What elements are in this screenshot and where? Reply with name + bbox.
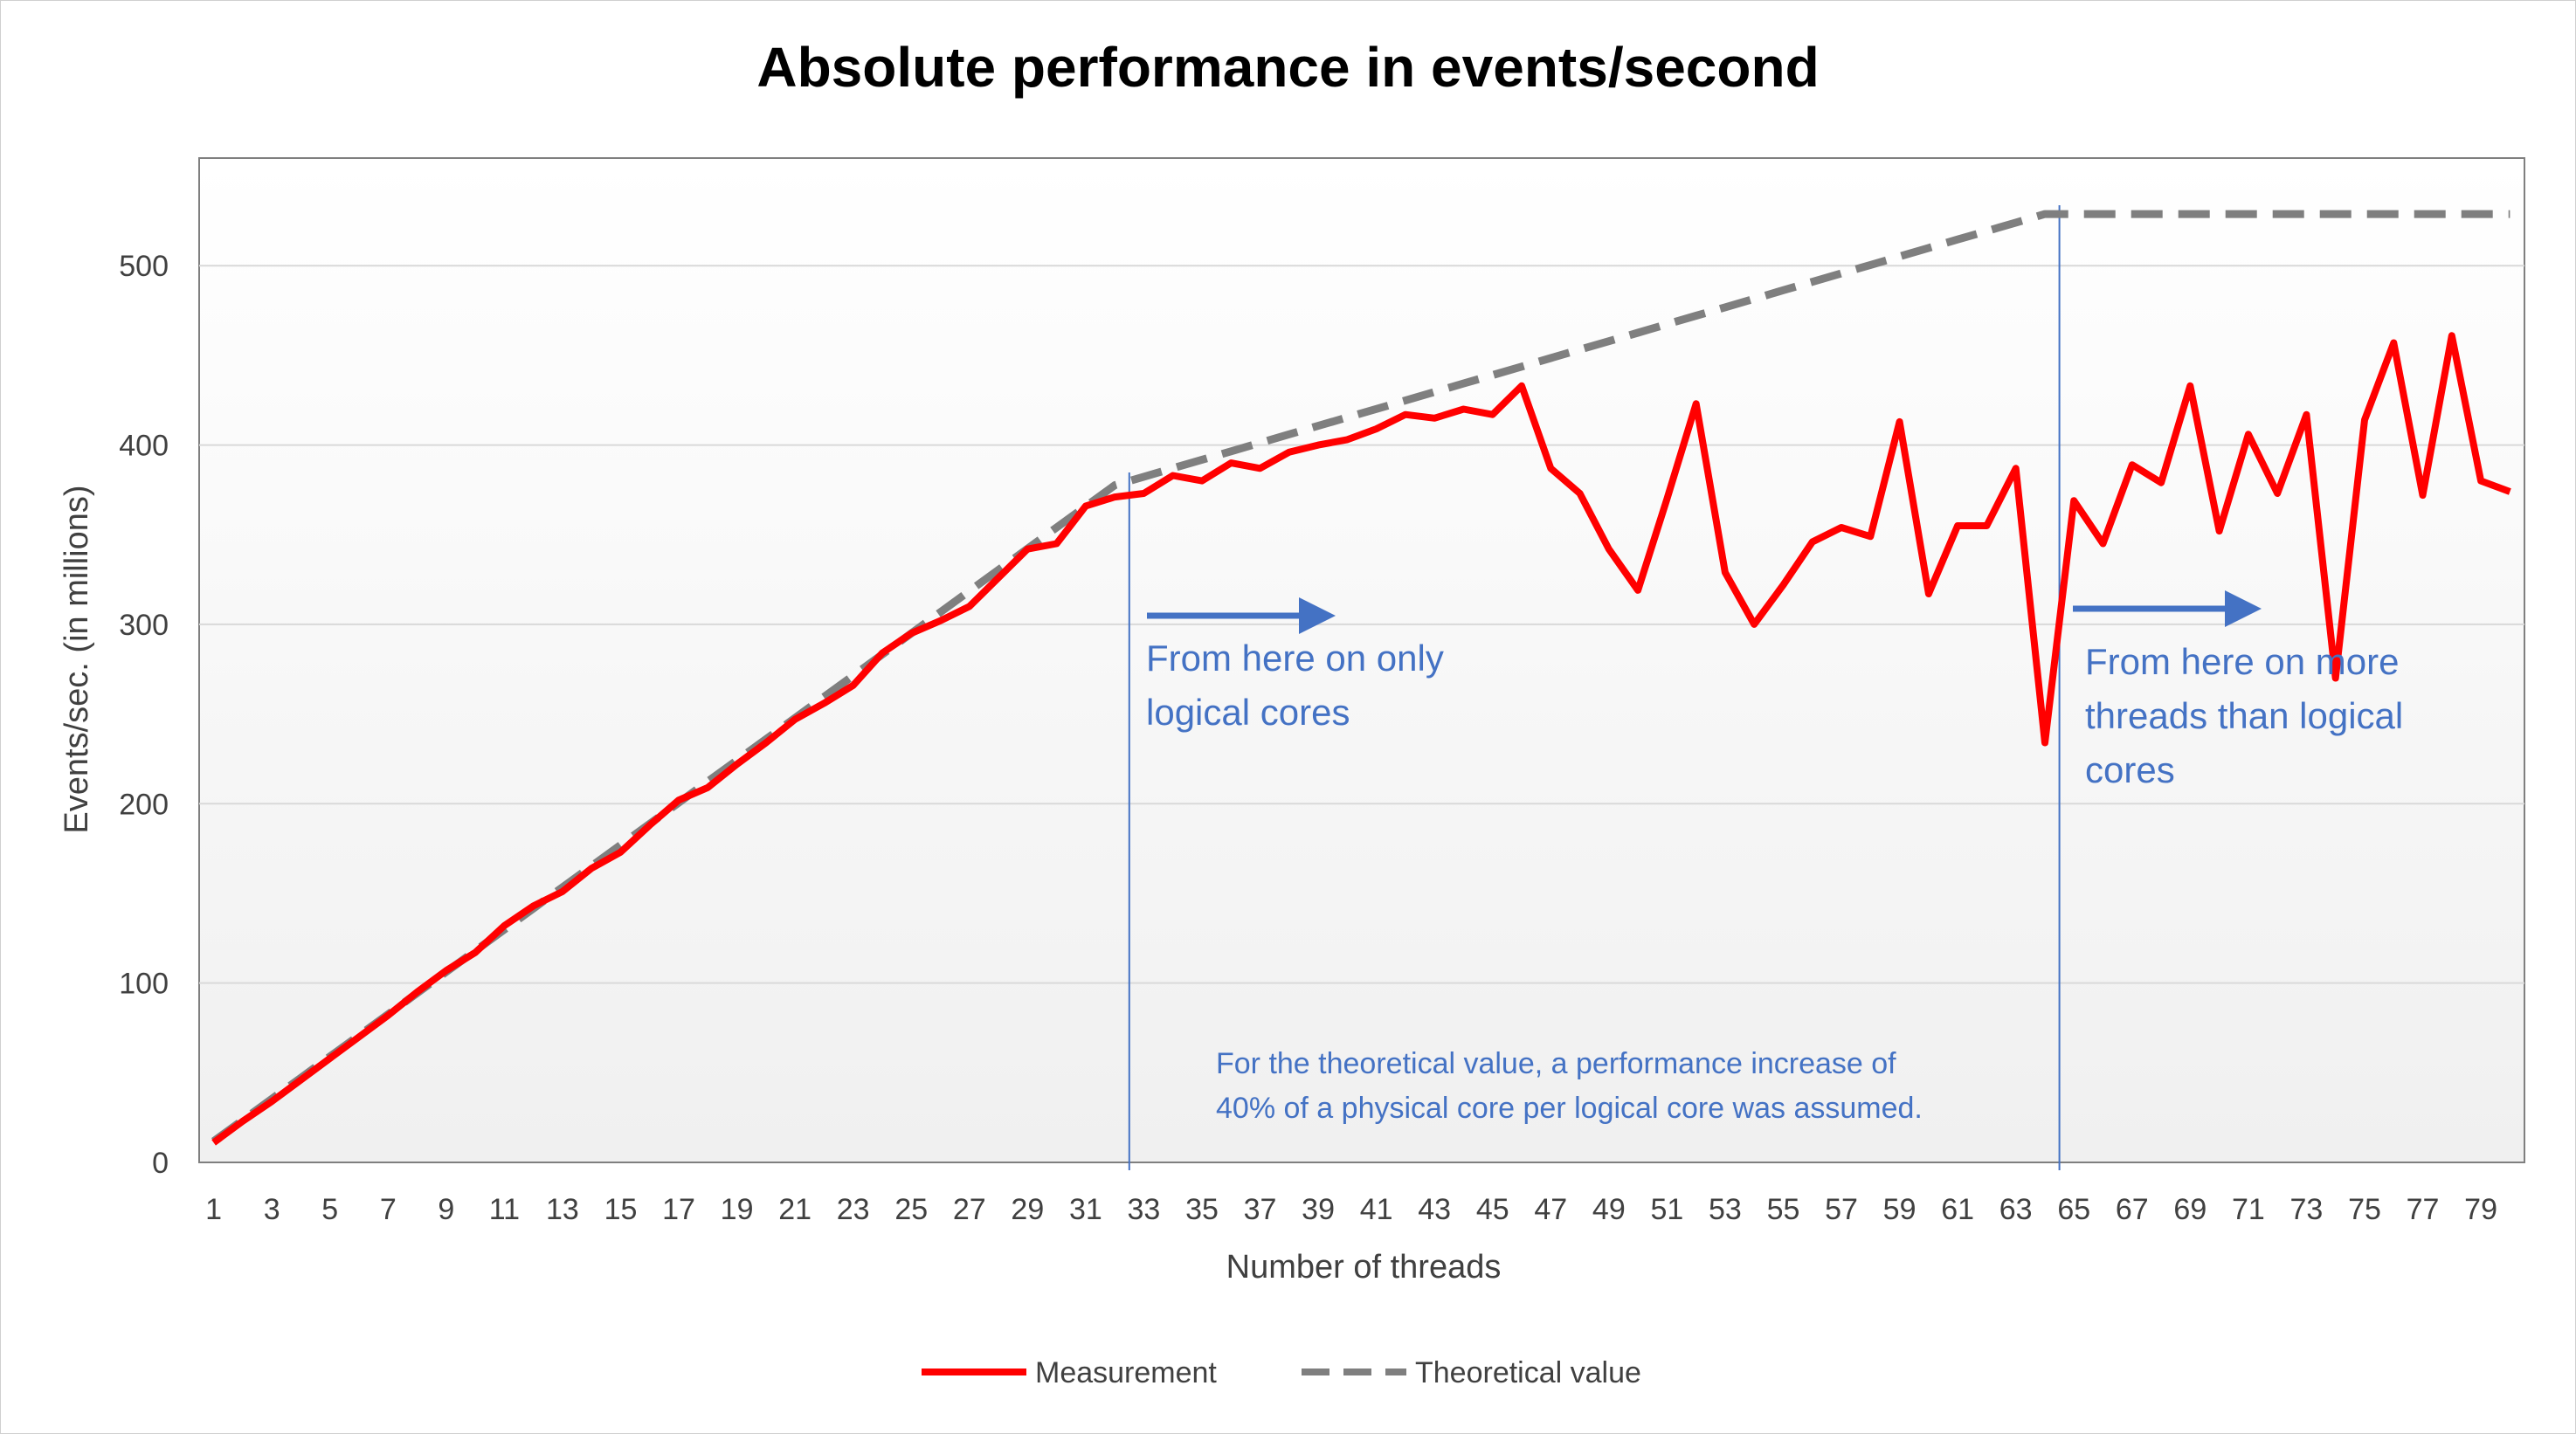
y-axis-label: Events/sec. (in millions) xyxy=(59,485,95,833)
x-tick-59: 59 xyxy=(1883,1193,1916,1226)
x-tick-31: 31 xyxy=(1069,1193,1102,1226)
x-tick-51: 51 xyxy=(1650,1193,1683,1226)
more-threads-annotation-line2: threads than logical xyxy=(2085,695,2403,736)
logical-cores-annotation-line2: logical cores xyxy=(1146,692,1350,733)
x-tick-67: 67 xyxy=(2116,1193,2149,1226)
x-tick-61: 61 xyxy=(1941,1193,1974,1226)
vertical-markers xyxy=(1128,205,2061,1170)
x-tick-69: 69 xyxy=(2173,1193,2207,1226)
more-threads-annotation-line3: cores xyxy=(2085,749,2175,790)
theory-note-line2: 40% of a physical core per logical core … xyxy=(1216,1092,1923,1125)
legend-measurement-label: Measurement xyxy=(1035,1356,1217,1389)
x-tick-45: 45 xyxy=(1476,1193,1509,1226)
x-tick-27: 27 xyxy=(953,1193,986,1226)
x-tick-29: 29 xyxy=(1011,1193,1044,1226)
x-tick-73: 73 xyxy=(2290,1193,2324,1226)
x-tick-77: 77 xyxy=(2407,1193,2440,1226)
x-tick-9: 9 xyxy=(438,1193,454,1226)
x-axis-label: Number of threads xyxy=(1226,1249,1502,1286)
legend-theoretical-label: Theoretical value xyxy=(1415,1356,1641,1389)
gridlines xyxy=(199,265,2524,984)
x-tick-37: 37 xyxy=(1244,1193,1277,1226)
y-tick-100: 100 xyxy=(119,968,169,1001)
x-tick-15: 15 xyxy=(604,1193,638,1226)
x-tick-49: 49 xyxy=(1592,1193,1626,1226)
x-tick-53: 53 xyxy=(1709,1193,1742,1226)
series-lines xyxy=(211,210,2511,1146)
y-tick-labels: 0 100 200 300 400 500 xyxy=(119,250,169,1180)
series-measurement xyxy=(211,332,2511,1146)
x-tick-57: 57 xyxy=(1825,1193,1858,1226)
plot-area xyxy=(198,157,2525,1163)
x-tick-75: 75 xyxy=(2348,1193,2381,1226)
x-tick-41: 41 xyxy=(1360,1193,1393,1226)
x-tick-55: 55 xyxy=(1767,1193,1800,1226)
legend: Measurement Theoretical value xyxy=(922,1356,1641,1389)
x-tick-3: 3 xyxy=(264,1193,280,1226)
x-tick-63: 63 xyxy=(1999,1193,2033,1226)
y-tick-500: 500 xyxy=(119,250,169,283)
x-tick-1: 1 xyxy=(205,1193,222,1226)
x-tick-71: 71 xyxy=(2232,1193,2265,1226)
x-tick-25: 25 xyxy=(894,1193,928,1226)
x-tick-35: 35 xyxy=(1185,1193,1219,1226)
x-tick-43: 43 xyxy=(1418,1193,1451,1226)
logical-cores-annotation-line1: From here on only xyxy=(1146,638,1444,679)
x-tick-39: 39 xyxy=(1302,1193,1335,1226)
y-tick-300: 300 xyxy=(119,609,169,642)
x-tick-7: 7 xyxy=(380,1193,397,1226)
x-tick-47: 47 xyxy=(1534,1193,1567,1226)
x-tick-11: 11 xyxy=(489,1193,520,1226)
x-tick-79: 79 xyxy=(2464,1193,2497,1226)
x-tick-13: 13 xyxy=(546,1193,579,1226)
y-tick-0: 0 xyxy=(152,1147,169,1180)
chart-title: Absolute performance in events/second xyxy=(756,36,1820,99)
x-tick-17: 17 xyxy=(662,1193,695,1226)
x-tick-labels: 1 3 5 7 9 11 13 15 17 19 21 23 25 27 29 31 33 35 37 39 41 43 4… xyxy=(205,1193,2497,1226)
more-threads-annotation-line1: From here on more xyxy=(2085,641,2399,682)
y-tick-400: 400 xyxy=(119,430,169,463)
x-tick-5: 5 xyxy=(321,1193,338,1226)
y-tick-200: 200 xyxy=(119,788,169,821)
x-tick-23: 23 xyxy=(837,1193,870,1226)
x-tick-33: 33 xyxy=(1128,1193,1161,1226)
x-tick-21: 21 xyxy=(778,1193,811,1226)
theory-note-line1: For the theoretical value, a performance… xyxy=(1216,1047,1896,1080)
x-tick-65: 65 xyxy=(2057,1193,2090,1226)
x-tick-19: 19 xyxy=(721,1193,754,1226)
